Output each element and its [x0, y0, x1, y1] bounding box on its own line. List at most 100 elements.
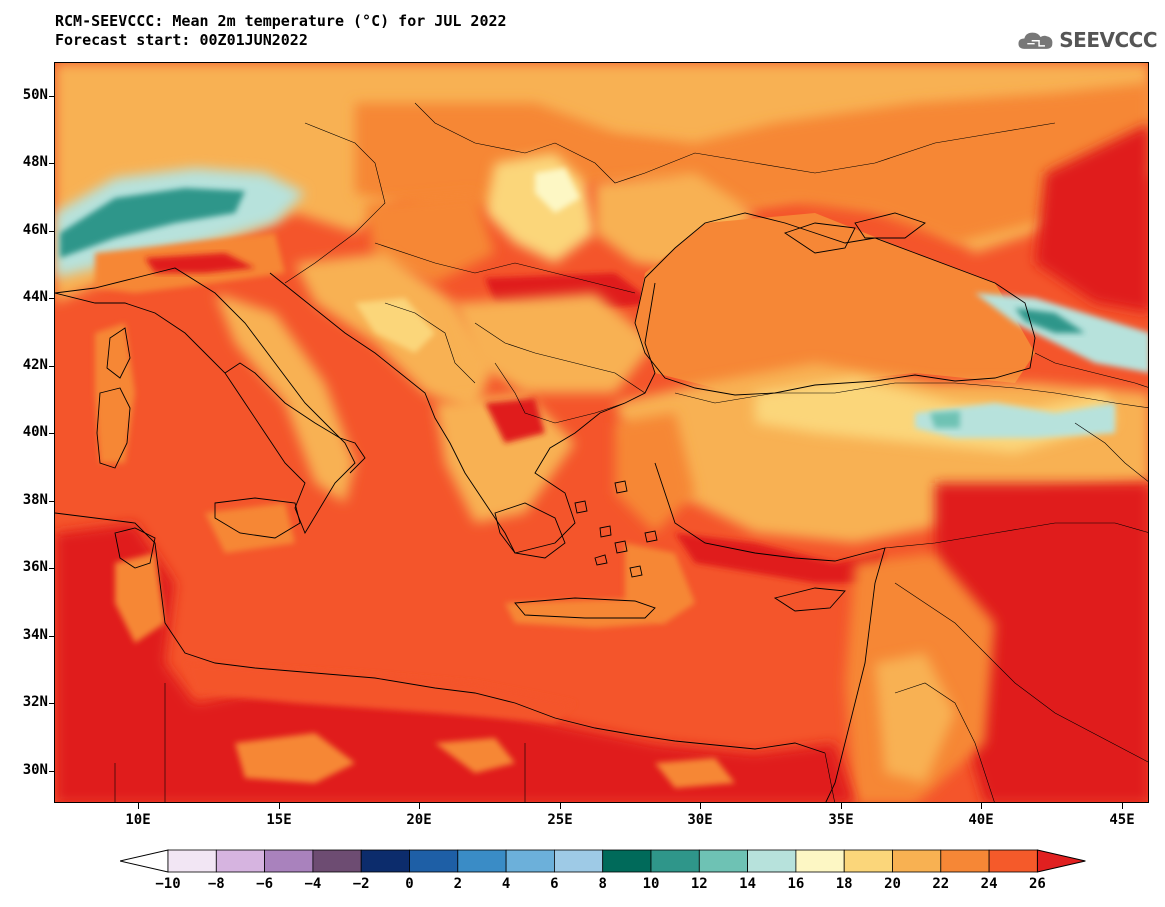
lon-label: 30E — [687, 812, 713, 828]
lat-label: 44N — [22, 289, 48, 305]
colorbar-label: 10 — [642, 876, 660, 892]
colorbar-segment — [360, 849, 410, 873]
colorbar-label: 0 — [405, 876, 414, 892]
colorbar-under-triangle — [119, 849, 169, 873]
colorbar-segment — [940, 849, 990, 873]
south-anatolia-coast-hot — [675, 533, 885, 583]
lat-tick — [49, 501, 55, 502]
colorbar-segment — [215, 849, 266, 873]
east-steppe-hot — [1035, 123, 1148, 313]
lon-tick — [279, 803, 280, 809]
colorbar-label: −6 — [256, 876, 274, 892]
country-borders — [114, 102, 1148, 802]
title-block: RCM-SEEVCCC: Mean 2m temperature (°C) fo… — [55, 12, 507, 50]
colorbar-segment — [602, 849, 652, 873]
lon-label: 25E — [547, 812, 573, 828]
lat-label: 38N — [22, 492, 48, 508]
colorbar-label: 20 — [884, 876, 901, 892]
crete-warm — [505, 598, 665, 628]
libya-coast — [185, 663, 575, 723]
lon-tick — [700, 803, 701, 809]
thessaly-hot — [485, 398, 545, 443]
colorbar-svg — [119, 849, 1086, 873]
lat-tick — [49, 298, 55, 299]
sahara-patches — [235, 733, 735, 788]
tunisia-warm — [115, 553, 165, 643]
lon-tick — [560, 803, 561, 809]
lat-label: 40N — [22, 424, 48, 440]
colorbar-label: 12 — [690, 876, 708, 892]
lat-tick — [49, 636, 55, 637]
lat-label: 34N — [22, 627, 48, 643]
colorbar — [119, 849, 1086, 873]
lat-tick — [49, 366, 55, 367]
temperature-map — [54, 62, 1149, 803]
colorbar-label: 2 — [453, 876, 463, 892]
colorbar-segment — [747, 849, 797, 873]
colorbar-label: 6 — [550, 876, 559, 892]
colorbar-label: 14 — [739, 876, 757, 892]
lat-tick — [49, 231, 55, 232]
central-europe-orange — [355, 83, 1148, 243]
lon-tick — [419, 803, 420, 809]
colorbar-segment — [988, 849, 1038, 873]
colorbar-label: 22 — [932, 876, 950, 892]
italy-apennines — [215, 293, 355, 503]
colorbar-segment — [843, 849, 893, 873]
lat-label: 46N — [22, 222, 48, 238]
colorbar-label: 4 — [501, 876, 511, 892]
colorbar-label: 16 — [787, 876, 805, 892]
lon-label: 20E — [406, 812, 432, 828]
aegean-plume — [625, 543, 695, 623]
map-canvas — [55, 63, 1148, 802]
lat-tick — [49, 568, 55, 569]
colorbar-over-triangle — [1036, 849, 1086, 873]
jordan-highland — [875, 653, 955, 783]
caucasus-cold — [1015, 308, 1085, 333]
lat-label: 50N — [22, 87, 48, 103]
colorbar-label: 26 — [1028, 876, 1046, 892]
seevccc-logo: SEEVCCC — [1017, 22, 1157, 58]
colorbar-segment — [553, 849, 604, 873]
lat-label: 42N — [22, 357, 48, 373]
dinaric-high — [355, 298, 435, 353]
lon-label: 10E — [125, 812, 151, 828]
colorbar-segment — [167, 849, 217, 873]
colorbar-label: 8 — [598, 876, 607, 892]
colorbar-label: −4 — [304, 876, 322, 892]
lon-tick — [1122, 803, 1123, 809]
lat-tick — [49, 703, 55, 704]
east-anatolia-cold — [930, 411, 960, 428]
lon-tick — [138, 803, 139, 809]
colorbar-segment — [312, 849, 362, 873]
colorbar-segment — [892, 849, 942, 873]
lat-tick — [49, 163, 55, 164]
cloud-logo-icon — [1018, 32, 1053, 49]
lat-label: 30N — [22, 762, 48, 778]
colorbar-segment — [457, 849, 507, 873]
lon-label: 40E — [968, 812, 994, 828]
colorbar-label: 24 — [980, 876, 998, 892]
lon-label: 35E — [828, 812, 854, 828]
east-anatolia-cool — [915, 403, 1115, 438]
west-anatolia-coast — [615, 413, 695, 533]
lon-label: 15E — [266, 812, 292, 828]
mesopotamia-hot — [935, 483, 1148, 802]
colorbar-label: 18 — [835, 876, 853, 892]
colorbar-segment — [698, 849, 748, 873]
sicily — [205, 503, 295, 553]
lat-label: 36N — [22, 559, 48, 575]
carpathian-peaks — [535, 168, 580, 213]
alps-band-cold — [60, 188, 245, 258]
logo-text: SEEVCCC — [1059, 28, 1157, 52]
lat-tick — [49, 771, 55, 772]
colorbar-segment — [409, 849, 459, 873]
pannonian-plain — [365, 193, 495, 283]
lon-label: 45E — [1109, 812, 1135, 828]
colorbar-segment — [505, 849, 555, 873]
north-africa-hot — [55, 523, 855, 802]
colorbar-segment — [650, 849, 700, 873]
lat-tick — [49, 433, 55, 434]
colorbar-segment — [795, 849, 845, 873]
map-title: RCM-SEEVCCC: Mean 2m temperature (°C) fo… — [55, 12, 507, 30]
